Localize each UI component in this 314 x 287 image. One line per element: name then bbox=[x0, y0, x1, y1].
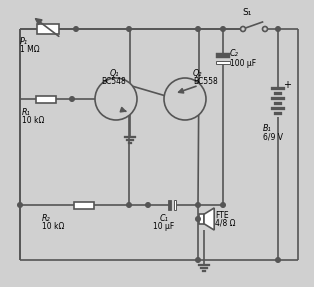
Bar bbox=[198, 263, 210, 266]
Circle shape bbox=[221, 27, 225, 31]
Bar bbox=[271, 107, 285, 110]
Text: 10 kΩ: 10 kΩ bbox=[22, 116, 44, 125]
Text: BC548: BC548 bbox=[102, 77, 126, 86]
Circle shape bbox=[18, 203, 22, 207]
Circle shape bbox=[196, 217, 200, 221]
Bar bbox=[124, 135, 136, 138]
Bar bbox=[37, 24, 59, 34]
Text: Q₁: Q₁ bbox=[109, 69, 119, 78]
Bar bbox=[274, 102, 282, 105]
Bar bbox=[168, 200, 171, 210]
Circle shape bbox=[196, 203, 200, 207]
Circle shape bbox=[70, 97, 74, 101]
Bar bbox=[200, 267, 208, 269]
Bar bbox=[216, 53, 230, 57]
Bar bbox=[126, 139, 134, 141]
Text: R₁: R₁ bbox=[22, 108, 31, 117]
Bar bbox=[36, 96, 56, 102]
Text: 10 kΩ: 10 kΩ bbox=[42, 222, 64, 231]
Circle shape bbox=[241, 26, 246, 32]
Text: B₁: B₁ bbox=[263, 124, 272, 133]
Text: 100 μF: 100 μF bbox=[230, 59, 256, 67]
Bar bbox=[271, 87, 285, 90]
Bar bbox=[128, 141, 132, 144]
Text: 10 μF: 10 μF bbox=[153, 222, 175, 231]
Text: 1 MΩ: 1 MΩ bbox=[20, 45, 40, 54]
Bar bbox=[216, 61, 230, 63]
Circle shape bbox=[146, 203, 150, 207]
Text: 6/9 V: 6/9 V bbox=[263, 132, 283, 141]
Text: FTE: FTE bbox=[215, 210, 229, 220]
Bar bbox=[198, 214, 204, 224]
Circle shape bbox=[164, 78, 206, 120]
Circle shape bbox=[127, 27, 131, 31]
Circle shape bbox=[196, 258, 200, 262]
Circle shape bbox=[276, 258, 280, 262]
Bar bbox=[274, 112, 282, 115]
Bar bbox=[202, 269, 206, 272]
Text: 4/8 Ω: 4/8 Ω bbox=[215, 218, 236, 228]
Circle shape bbox=[74, 27, 78, 31]
Polygon shape bbox=[204, 208, 214, 230]
Bar bbox=[74, 201, 94, 208]
Circle shape bbox=[127, 203, 131, 207]
Bar bbox=[274, 92, 282, 95]
Bar bbox=[271, 97, 285, 100]
Text: +: + bbox=[283, 80, 291, 90]
Text: R₂: R₂ bbox=[42, 214, 51, 223]
Circle shape bbox=[95, 78, 137, 120]
Text: S₁: S₁ bbox=[242, 8, 252, 17]
Text: P₁: P₁ bbox=[20, 37, 28, 46]
Circle shape bbox=[276, 27, 280, 31]
Text: Q₂: Q₂ bbox=[193, 69, 203, 78]
Text: C₁: C₁ bbox=[160, 214, 168, 223]
Bar bbox=[174, 200, 176, 210]
Circle shape bbox=[263, 26, 268, 32]
Circle shape bbox=[196, 27, 200, 31]
Text: BC558: BC558 bbox=[193, 77, 218, 86]
Circle shape bbox=[221, 203, 225, 207]
Text: C₂: C₂ bbox=[230, 49, 239, 57]
